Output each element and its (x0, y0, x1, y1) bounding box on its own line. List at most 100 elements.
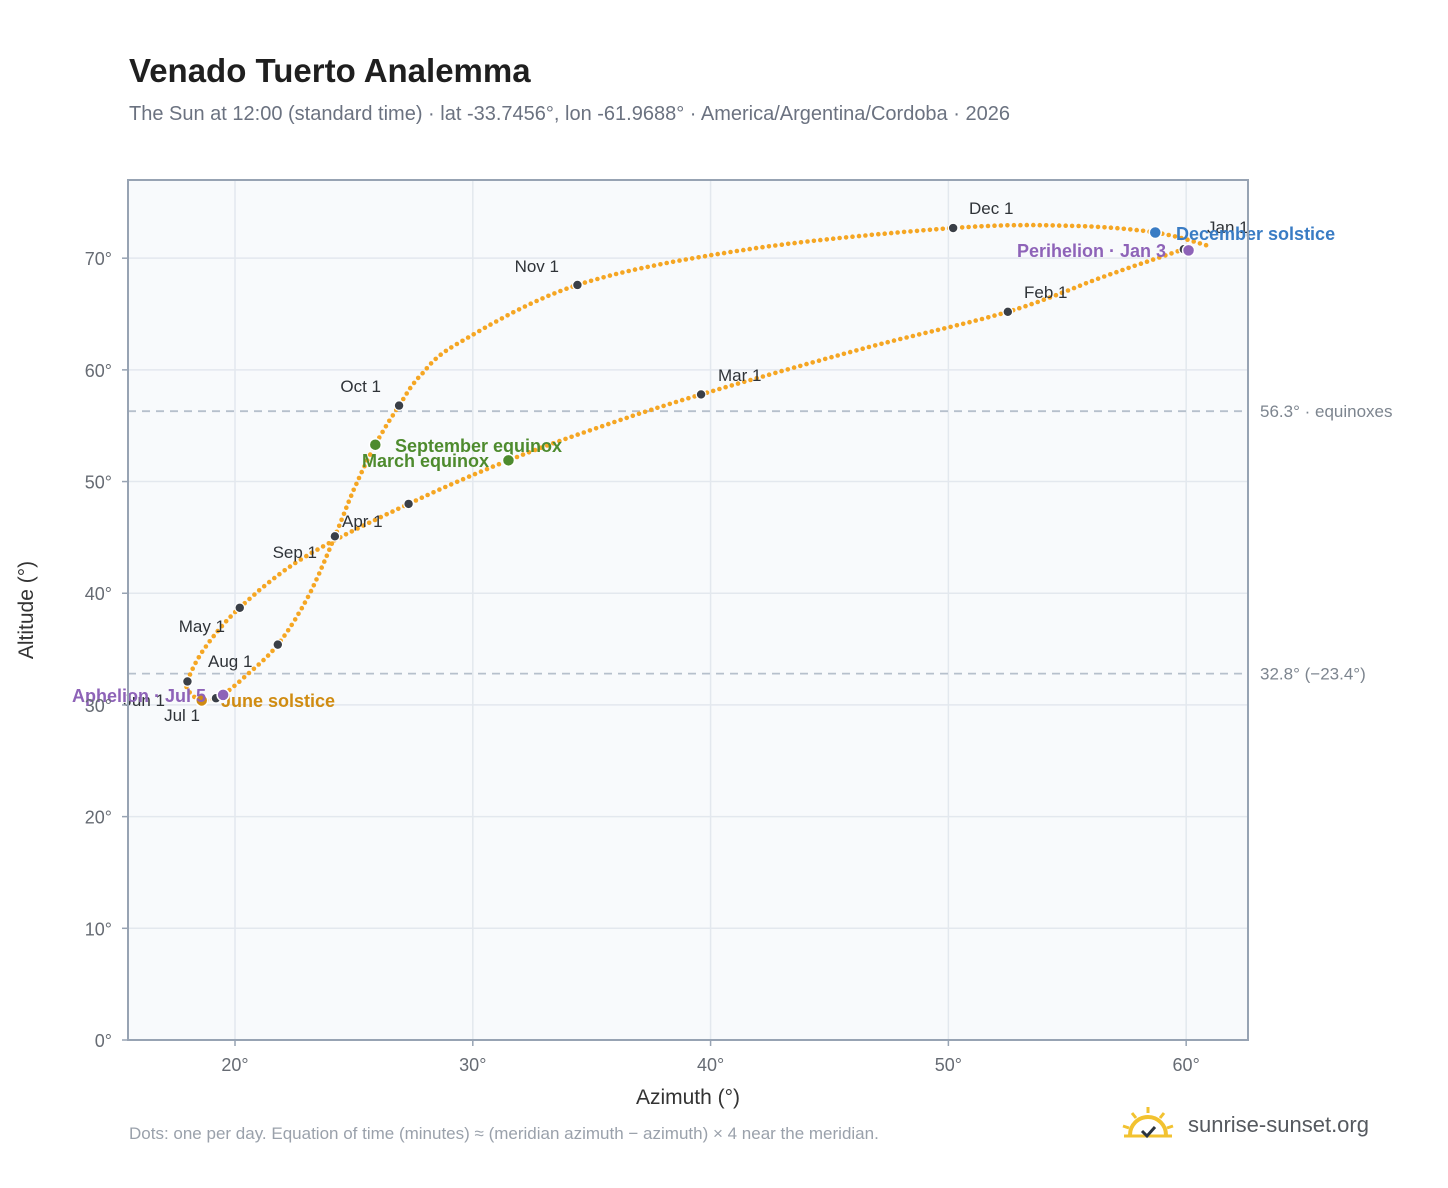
daily-sun-dot (1089, 224, 1094, 229)
daily-sun-dot (972, 224, 978, 229)
daily-sun-dot (299, 605, 305, 611)
daily-sun-dot (493, 319, 499, 324)
daily-sun-dot (367, 452, 373, 457)
daily-sun-dot (1102, 225, 1107, 230)
sun-logo-icon (1122, 1107, 1174, 1139)
daily-sun-dot (351, 487, 357, 493)
daily-sun-dot (1037, 222, 1043, 228)
daily-sun-dot (1053, 292, 1059, 298)
daily-sun-dot (1076, 223, 1081, 229)
x-tick-label: 50° (935, 1055, 962, 1075)
daily-sun-dot (319, 565, 325, 570)
daily-sun-dot (754, 375, 759, 381)
daily-sun-dot (237, 679, 242, 684)
daily-sun-dot (1121, 226, 1127, 232)
daily-sun-dot (211, 633, 216, 639)
event-marker-label: September equinox (395, 436, 562, 456)
daily-sun-dot (1043, 223, 1049, 228)
daily-sun-dot (735, 381, 741, 386)
x-axis-label: Azimuth (°) (636, 1086, 740, 1109)
daily-sun-dot (380, 429, 385, 435)
daily-sun-dot (199, 649, 205, 655)
daily-sun-dot (454, 341, 460, 347)
daily-sun-dot (779, 242, 785, 247)
daily-sun-dot (882, 231, 887, 236)
daily-sun-dot (496, 461, 502, 467)
brand-logo[interactable]: sunrise-sunset.org (1120, 1100, 1369, 1150)
daily-sun-dot (632, 267, 638, 272)
daily-sun-dot (829, 354, 834, 360)
daily-sun-dot (471, 332, 477, 337)
daily-sun-dot (1166, 232, 1171, 238)
daily-sun-dot (741, 247, 746, 253)
daily-sun-dot (954, 323, 960, 328)
daily-sun-dot (664, 260, 669, 266)
daily-sun-dot (563, 436, 568, 442)
daily-sun-dot (546, 293, 551, 299)
daily-sun-dot (366, 520, 372, 526)
daily-sun-dot (908, 229, 913, 234)
daily-sun-dot (343, 532, 349, 537)
daily-sun-dot (677, 258, 682, 263)
daily-sun-dot (1077, 283, 1083, 289)
daily-sun-dot (876, 231, 881, 237)
daily-sun-dot (593, 426, 599, 431)
daily-sun-dot (1069, 223, 1075, 229)
daily-sun-dot (804, 361, 809, 367)
daily-sun-dot (670, 259, 676, 265)
daily-sun-dot (1115, 225, 1120, 231)
daily-sun-dot (729, 383, 735, 388)
daily-sun-dot (927, 227, 933, 233)
daily-sun-dot (499, 316, 505, 321)
daily-sun-dot (287, 564, 293, 569)
daily-sun-dot (766, 372, 772, 378)
daily-sun-dot (581, 430, 587, 435)
daily-sun-dot (599, 423, 605, 429)
daily-sun-dot (505, 313, 510, 318)
daily-sun-dot (215, 628, 220, 634)
daily-sun-dot (514, 454, 520, 460)
daily-sun-dot (847, 349, 853, 355)
daily-sun-dot (544, 443, 550, 448)
month-marker-dot (403, 498, 414, 510)
event-marker-label: Aphelion · Jul 5 (72, 686, 206, 706)
daily-sun-dot (232, 683, 237, 689)
daily-sun-dot (443, 348, 449, 354)
daily-sun-dot (478, 469, 484, 474)
daily-sun-dot (888, 230, 894, 236)
month-marker-label: Feb 1 (1024, 283, 1067, 302)
daily-sun-dot (696, 254, 701, 260)
daily-sun-dot (516, 307, 522, 312)
daily-sun-dot (1083, 281, 1089, 286)
daily-sun-dot (261, 583, 267, 589)
daily-sun-dot (798, 240, 804, 245)
daily-sun-dot (986, 315, 991, 320)
daily-sun-dot (960, 321, 966, 327)
daily-sun-dot (251, 666, 257, 672)
daily-sun-dot (308, 588, 314, 594)
daily-sun-dot (246, 670, 252, 676)
plot-frame (127, 179, 1249, 1041)
daily-sun-dot (526, 450, 532, 455)
daily-sun-dot (1157, 255, 1162, 260)
daily-sun-dot (624, 415, 629, 421)
y-tick-label: 70° (85, 249, 112, 269)
daily-sun-dot (1179, 235, 1184, 241)
daily-sun-dot (620, 270, 625, 275)
daily-sun-dot (818, 237, 823, 243)
daily-sun-dot (522, 304, 528, 309)
daily-sun-dot (511, 310, 516, 315)
event-marker-dot (194, 693, 209, 708)
chart-title: Venado Tuerto Analemma (129, 52, 531, 89)
daily-sun-dot (415, 375, 421, 381)
daily-sun-dot (723, 384, 728, 390)
daily-sun-dot (916, 332, 922, 337)
x-tick-label: 30° (459, 1055, 486, 1075)
daily-sun-dot (929, 329, 935, 334)
daily-sun-dot (773, 370, 778, 376)
daily-sun-dot (934, 227, 939, 232)
daily-sun-dot (401, 396, 406, 402)
daily-sun-dot (721, 250, 727, 256)
